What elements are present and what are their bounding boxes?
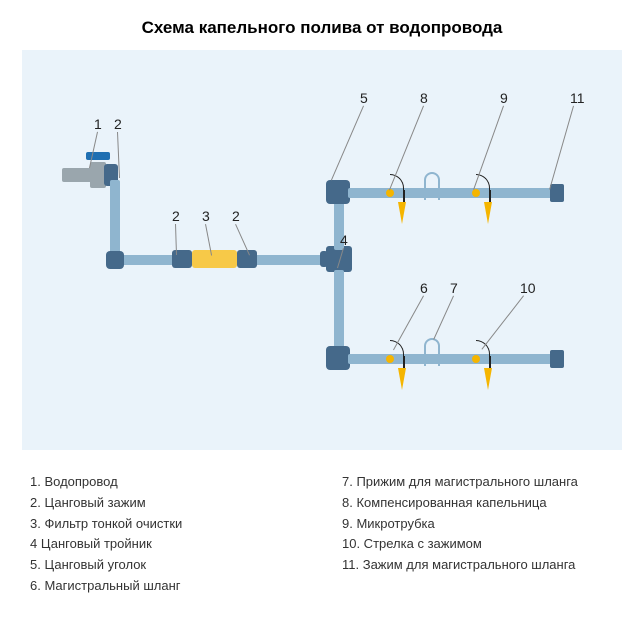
stake-top1 — [484, 202, 492, 224]
callout-num-1: 1 — [94, 116, 102, 132]
tee-left — [320, 251, 328, 267]
callout-num-11: 11 — [570, 90, 585, 106]
legend-item: 9. Микротрубка — [342, 514, 614, 535]
dripper-dot-top1 — [472, 189, 480, 197]
callout-line — [393, 296, 424, 350]
callout-num-6: 6 — [420, 280, 428, 296]
callout-num-8: 8 — [420, 90, 428, 106]
legend-item: 5. Цанговый уголок — [30, 555, 302, 576]
pipe-main-vert — [110, 180, 120, 260]
legend-item: 10. Стрелка с зажимом — [342, 534, 614, 555]
callout-line — [481, 295, 524, 350]
clip-7-bot — [424, 338, 440, 366]
pipe-branch-bot — [348, 354, 558, 364]
end-clamp-11-bot — [550, 350, 564, 368]
legend-item: 6. Магистральный шланг — [30, 576, 302, 597]
pipe-vert-down — [334, 270, 344, 350]
callout-line — [389, 106, 424, 190]
legend-item: 7. Прижим для магистрального шланга — [342, 472, 614, 493]
legend-item: 4 Цанговый тройник — [30, 534, 302, 555]
end-clamp-11-top — [550, 184, 564, 202]
callout-line — [549, 106, 574, 190]
callout-line — [473, 106, 504, 190]
callout-num-9: 9 — [500, 90, 508, 106]
callout-num-4: 4 — [340, 232, 348, 248]
callout-num-2: 2 — [172, 208, 180, 224]
callout-line — [175, 224, 177, 255]
elbow-5-top — [326, 180, 350, 204]
elbow-main — [106, 251, 124, 269]
callout-num-3: 3 — [202, 208, 210, 224]
clip-7-top — [424, 172, 440, 200]
callout-num-2: 2 — [232, 208, 240, 224]
page-title: Схема капельного полива от водопровода — [0, 0, 644, 50]
filter-3 — [192, 250, 237, 268]
legend-item: 3. Фильтр тонкой очистки — [30, 514, 302, 535]
callout-num-10: 10 — [520, 280, 536, 296]
tap-spout — [62, 168, 92, 182]
legend-item: 2. Цанговый зажим — [30, 493, 302, 514]
tap-handle — [86, 152, 110, 160]
callout-line — [433, 296, 454, 340]
pipe-branch-top — [348, 188, 558, 198]
stake-bot1 — [484, 368, 492, 390]
stake-top0 — [398, 202, 406, 224]
legend-item: 1. Водопровод — [30, 472, 302, 493]
legend: 1. Водопровод2. Цанговый зажим3. Фильтр … — [0, 450, 644, 597]
dripper-dot-bot1 — [472, 355, 480, 363]
diagram: 122324589116710 — [22, 50, 622, 450]
dripper-dot-bot0 — [386, 355, 394, 363]
callout-num-2: 2 — [114, 116, 122, 132]
dripper-dot-top0 — [386, 189, 394, 197]
legend-item: 11. Зажим для магистрального шланга — [342, 555, 614, 576]
callout-line — [331, 106, 364, 180]
legend-col-right: 7. Прижим для магистрального шланга8. Ко… — [342, 472, 614, 597]
callout-num-5: 5 — [360, 90, 368, 106]
callout-num-7: 7 — [450, 280, 458, 296]
stake-bot0 — [398, 368, 406, 390]
legend-col-left: 1. Водопровод2. Цанговый зажим3. Фильтр … — [30, 472, 302, 597]
elbow-5-bot — [326, 346, 350, 370]
legend-item: 8. Компенсированная капельница — [342, 493, 614, 514]
